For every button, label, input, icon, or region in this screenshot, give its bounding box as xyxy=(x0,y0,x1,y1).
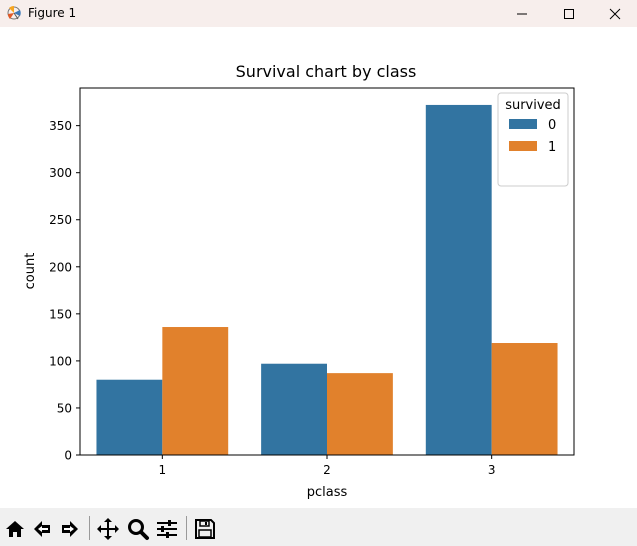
legend-swatch-0 xyxy=(509,119,537,129)
window-title: Figure 1 xyxy=(28,6,77,20)
y-tick-label: 100 xyxy=(49,354,72,368)
bar-survived-1-pclass-3 xyxy=(491,343,558,455)
legend-swatch-1 xyxy=(509,141,537,151)
configure-subplots-button[interactable] xyxy=(155,517,179,541)
legend-frame xyxy=(497,92,569,187)
y-tick-label: 250 xyxy=(49,213,72,227)
save-button[interactable] xyxy=(193,517,217,541)
legend-label-0: 0 xyxy=(548,118,556,133)
forward-button[interactable] xyxy=(58,517,82,541)
save-icon xyxy=(195,519,215,539)
forward-icon xyxy=(62,521,78,537)
y-tick-label: 50 xyxy=(57,401,72,415)
bar-survived-0-pclass-3 xyxy=(425,104,492,455)
maximize-button[interactable] xyxy=(546,0,592,27)
y-axis-label: count xyxy=(23,253,38,290)
back-icon xyxy=(34,521,50,537)
minimize-button[interactable] xyxy=(499,0,545,27)
close-button[interactable] xyxy=(592,0,637,27)
y-tick-label: 200 xyxy=(49,260,72,274)
toolbar-separator xyxy=(186,516,187,540)
zoom-button[interactable] xyxy=(126,517,150,541)
matplotlib-logo-icon xyxy=(7,5,21,20)
toolbar-separator xyxy=(89,516,90,540)
bar-survived-0-pclass-2 xyxy=(261,363,327,455)
x-axis-label: pclass xyxy=(307,485,348,500)
y-tick-label: 150 xyxy=(49,307,72,321)
bar-chart: Survival chart by class 0 50 100 150 200 250 3… xyxy=(23,62,575,500)
minimize-icon xyxy=(517,13,527,14)
figure-canvas[interactable]: Survival chart by class 0 50 100 150 200 250 3… xyxy=(0,27,637,508)
legend-label-1: 1 xyxy=(548,140,556,155)
bar-survived-0-pclass-1 xyxy=(96,379,163,455)
plot-frame xyxy=(79,87,575,456)
x-tick-label: 2 xyxy=(323,463,331,477)
back-button[interactable] xyxy=(30,517,54,541)
home-button[interactable] xyxy=(3,517,27,541)
maximize-icon xyxy=(564,8,574,19)
bar-survived-1-pclass-2 xyxy=(327,373,393,455)
window-titlebar: Figure 1 xyxy=(0,0,637,27)
y-tick-label: 350 xyxy=(49,119,72,133)
chart-title: Survival chart by class xyxy=(236,62,417,81)
close-icon xyxy=(609,8,621,19)
bar-survived-1-pclass-1 xyxy=(162,327,229,455)
legend: survived 0 1 xyxy=(497,92,569,187)
navigation-toolbar xyxy=(0,508,637,546)
configure-subplots-icon xyxy=(157,520,177,538)
pan-button[interactable] xyxy=(96,517,120,541)
legend-title: survived xyxy=(505,98,561,113)
y-tick-label: 300 xyxy=(49,166,72,180)
zoom-icon xyxy=(128,519,149,540)
home-icon xyxy=(6,521,24,537)
x-tick-label: 1 xyxy=(159,463,167,477)
y-tick-label: 0 xyxy=(64,449,72,463)
pan-icon xyxy=(97,518,119,540)
x-tick-label: 3 xyxy=(488,463,496,477)
